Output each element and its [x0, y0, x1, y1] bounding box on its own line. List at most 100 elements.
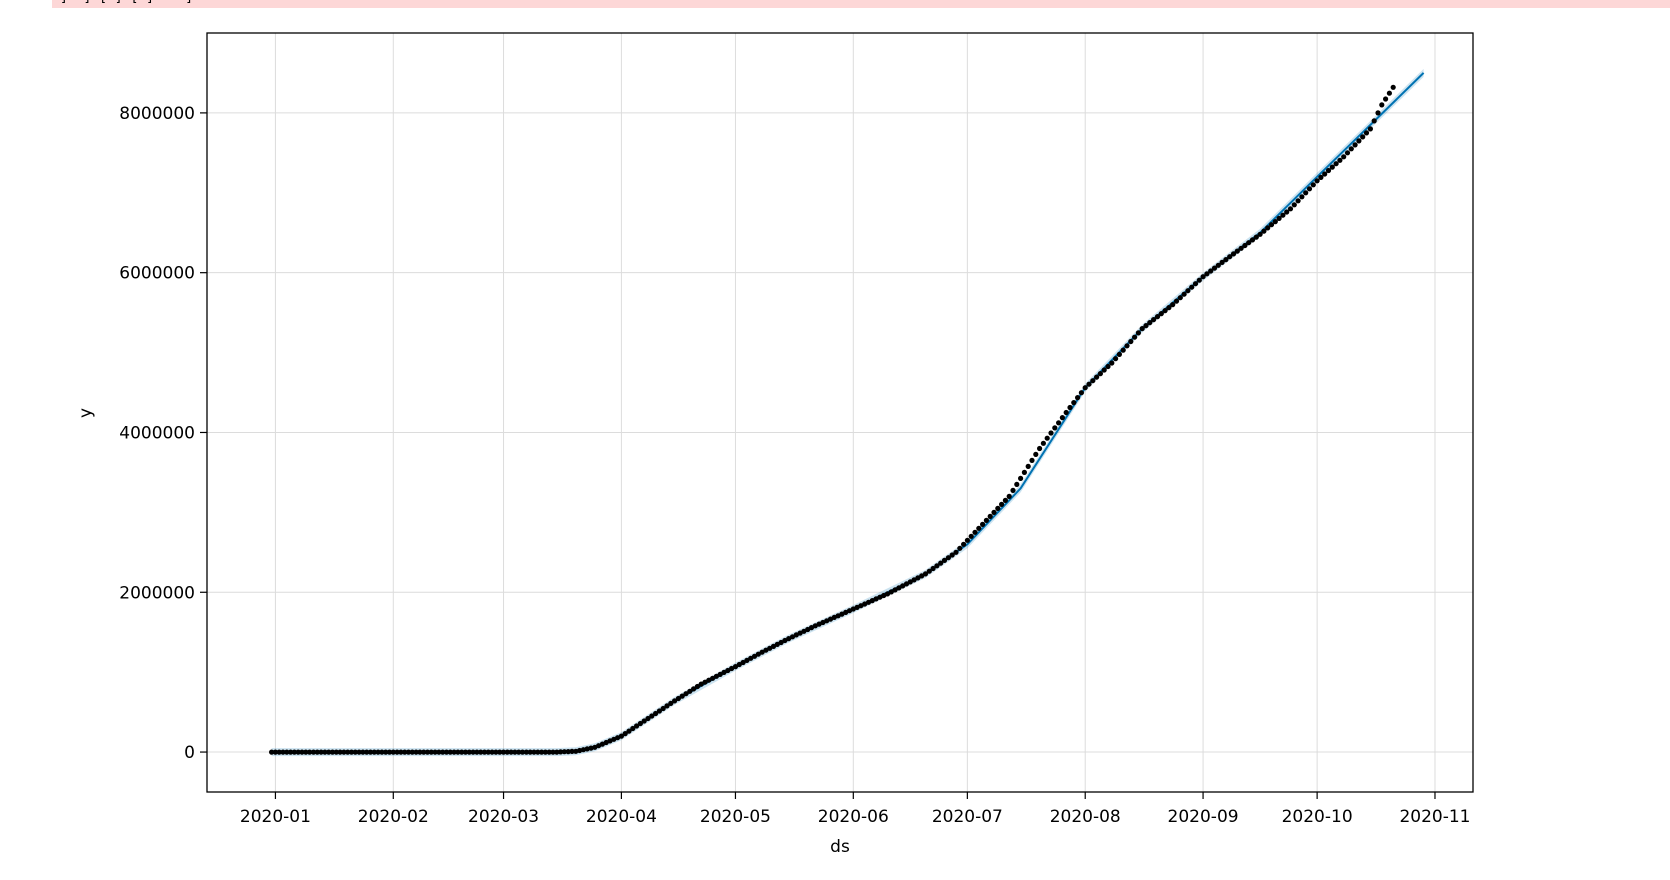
observed-point — [1135, 330, 1141, 336]
observed-point — [390, 749, 396, 755]
observed-point — [1284, 209, 1290, 215]
observed-point — [922, 571, 929, 577]
x-tick-label: 2020-09 — [1168, 807, 1239, 827]
observed-point — [432, 749, 438, 755]
observed-point — [1219, 259, 1225, 265]
observed-point — [272, 749, 278, 755]
observed-point — [641, 718, 647, 724]
observed-point — [1318, 174, 1324, 180]
observed-point — [333, 749, 339, 755]
observed-point — [539, 749, 545, 755]
observed-point — [1257, 231, 1263, 237]
observed-point — [356, 749, 362, 755]
observed-point — [1177, 295, 1183, 301]
observed-point — [303, 749, 309, 755]
observed-point — [519, 749, 526, 755]
y-axis-ticks: 0 2000000 4000000 6000000 8000000 — [119, 104, 207, 763]
observed-point — [345, 749, 351, 755]
observed-point — [329, 749, 336, 755]
observed-point — [1018, 475, 1024, 481]
observed-point — [1173, 298, 1180, 304]
observed-point — [1101, 367, 1107, 373]
observed-point — [1371, 118, 1377, 124]
observed-point — [542, 749, 549, 755]
observed-point — [360, 749, 366, 755]
observed-point — [1356, 138, 1362, 144]
observed-point — [980, 521, 986, 528]
observed-point — [683, 691, 689, 697]
observed-point — [341, 749, 347, 755]
x-tick-label: 2020-06 — [818, 807, 889, 827]
observed-point — [364, 749, 370, 755]
observed-point — [1002, 497, 1009, 503]
observed-point — [691, 686, 697, 692]
observed-point — [500, 749, 507, 755]
observed-point — [470, 749, 476, 755]
observed-point — [938, 560, 944, 566]
observed-points — [269, 84, 1396, 755]
x-tick-label: 2020-10 — [1282, 807, 1353, 827]
observed-point — [371, 749, 377, 755]
observed-point — [1329, 164, 1335, 170]
observed-point — [957, 545, 963, 551]
observed-point — [409, 749, 415, 755]
observed-point — [310, 749, 317, 755]
observed-point — [299, 749, 305, 755]
observed-point — [307, 749, 313, 755]
observed-point — [1078, 390, 1084, 396]
observed-point — [618, 733, 625, 739]
y-tick-label: 8000000 — [119, 104, 195, 124]
observed-point — [1379, 102, 1385, 108]
observed-point — [276, 749, 282, 755]
observed-point — [1151, 317, 1157, 323]
observed-point — [1033, 451, 1039, 457]
observed-point — [1037, 445, 1043, 452]
observed-point — [634, 723, 640, 729]
observed-point — [558, 749, 564, 755]
observed-point — [1158, 311, 1164, 317]
observed-point — [1276, 215, 1282, 221]
observed-point — [1021, 469, 1027, 475]
observed-point — [934, 563, 940, 569]
observed-point — [660, 705, 666, 712]
observed-point — [1010, 487, 1016, 493]
observed-point — [504, 749, 510, 755]
observed-point — [379, 749, 385, 755]
x-tick-label: 2020-11 — [1399, 807, 1470, 827]
observed-point — [976, 525, 982, 531]
observed-point — [630, 725, 636, 732]
observed-point — [375, 749, 381, 755]
observed-point — [1261, 228, 1267, 234]
observed-point — [508, 749, 514, 755]
observed-point — [961, 541, 967, 547]
observed-point — [1383, 96, 1389, 102]
observed-point — [1166, 305, 1172, 311]
observed-point — [732, 664, 739, 670]
observed-point — [405, 749, 412, 755]
observed-point — [1170, 302, 1176, 308]
observed-point — [1215, 262, 1221, 268]
grid-lines — [207, 33, 1473, 792]
observed-point — [398, 749, 404, 755]
observed-point — [493, 749, 499, 755]
observed-point — [645, 715, 651, 722]
observed-point — [569, 748, 575, 755]
observed-point — [930, 565, 936, 572]
cell-output-text: ] ] [ ] [ ] ] — [60, 0, 193, 6]
y-tick-label: 0 — [184, 743, 195, 763]
observed-point — [1230, 251, 1237, 257]
observed-point — [383, 749, 389, 755]
y-tick-label: 6000000 — [119, 264, 195, 284]
observed-point — [653, 710, 659, 717]
observed-point — [1185, 288, 1191, 294]
observed-point — [1059, 415, 1065, 421]
observed-point — [1128, 338, 1134, 345]
observed-point — [1090, 378, 1096, 384]
observed-point — [1246, 240, 1252, 246]
observed-point — [987, 513, 993, 520]
observed-point — [546, 749, 552, 755]
observed-point — [466, 749, 472, 755]
observed-point — [668, 700, 674, 707]
plot-frame — [206, 32, 1474, 793]
